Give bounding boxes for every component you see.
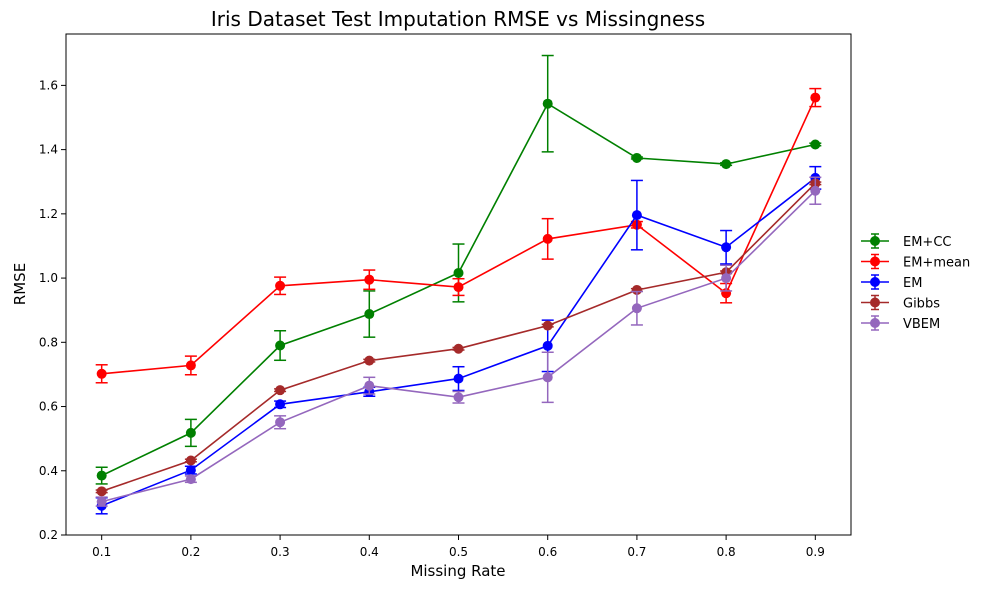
data-point [810, 92, 821, 103]
series-line [101, 97, 817, 375]
y-tick-label: 0.4 [39, 464, 58, 478]
data-point [185, 455, 196, 466]
data-point [185, 465, 196, 476]
series-layer [95, 54, 822, 515]
data-point [542, 340, 553, 351]
data-point [96, 496, 107, 507]
y-tick-label: 1.0 [39, 271, 58, 285]
data-point [185, 427, 196, 438]
data-point [542, 320, 553, 331]
data-point [275, 385, 286, 396]
y-tick-label: 1.2 [39, 207, 58, 221]
legend-label: Gibbs [903, 297, 940, 312]
y-axis: 0.2 0.4 0.6 0.8 1.0 1.2 1.4 1.6 [39, 78, 66, 542]
chart-title: Iris Dataset Test Imputation RMSE vs Mis… [211, 7, 705, 31]
data-point [453, 392, 464, 403]
legend-label: EM [903, 276, 922, 291]
data-point [453, 373, 464, 384]
data-point [721, 242, 732, 253]
data-point [631, 303, 642, 314]
data-point [185, 474, 196, 485]
data-point [631, 210, 642, 221]
data-point [364, 274, 375, 285]
x-tick-label: 0.9 [806, 545, 825, 559]
x-axis-label: Missing Rate [410, 562, 505, 580]
data-point [96, 368, 107, 379]
data-point [275, 417, 286, 428]
y-tick-label: 1.6 [39, 78, 58, 92]
data-point [275, 340, 286, 351]
data-point [364, 380, 375, 391]
y-tick-label: 0.2 [39, 528, 58, 542]
legend-marker [870, 318, 880, 328]
x-tick-label: 0.1 [92, 545, 111, 559]
data-point [631, 284, 642, 295]
x-tick-label: 0.5 [449, 545, 468, 559]
data-point [364, 309, 375, 320]
x-tick-label: 0.3 [271, 545, 290, 559]
series-line [101, 182, 816, 493]
data-point [542, 233, 553, 244]
legend-entry: Gibbs [861, 294, 940, 312]
series-line [101, 177, 816, 507]
series-gibbs [95, 178, 822, 497]
data-point [810, 139, 821, 150]
data-point [96, 470, 107, 481]
legend: EM+CC EM+mean EM Gibbs VBEM [861, 233, 970, 332]
data-point [364, 355, 375, 366]
data-point [185, 360, 196, 371]
data-point [453, 343, 464, 354]
data-point [721, 159, 732, 170]
data-point [542, 98, 553, 109]
data-point [453, 267, 464, 278]
legend-marker [870, 277, 880, 287]
x-tick-label: 0.2 [181, 545, 200, 559]
y-tick-label: 1.4 [39, 143, 58, 157]
x-tick-label: 0.4 [360, 545, 379, 559]
legend-label: EM+CC [903, 235, 951, 250]
data-point [275, 280, 286, 291]
legend-label: EM+mean [903, 256, 970, 271]
series-vbem [95, 176, 822, 507]
legend-entry: EM+mean [861, 253, 970, 271]
series-em [95, 165, 822, 515]
x-tick-label: 0.6 [538, 545, 557, 559]
legend-marker [870, 236, 880, 246]
y-tick-label: 0.6 [39, 400, 58, 414]
legend-marker [870, 256, 880, 267]
y-tick-label: 0.8 [39, 335, 58, 349]
data-point [453, 282, 464, 293]
x-tick-label: 0.7 [627, 545, 646, 559]
legend-entry: EM [861, 274, 922, 291]
x-axis: 0.1 0.2 0.3 0.4 0.5 0.6 0.7 0.8 0.9 [92, 535, 825, 559]
legend-marker [870, 297, 880, 308]
data-point [96, 486, 107, 497]
data-point [542, 372, 553, 383]
series-em-cc [95, 54, 822, 485]
series-em-mean [95, 87, 822, 384]
legend-label: VBEM [903, 317, 940, 332]
x-tick-label: 0.8 [717, 545, 736, 559]
data-point [810, 185, 821, 196]
data-point [721, 273, 732, 284]
legend-entry: EM+CC [861, 233, 951, 250]
data-point [631, 152, 642, 163]
legend-entry: VBEM [861, 315, 940, 332]
y-axis-label: RMSE [11, 263, 29, 305]
data-point [275, 399, 286, 410]
